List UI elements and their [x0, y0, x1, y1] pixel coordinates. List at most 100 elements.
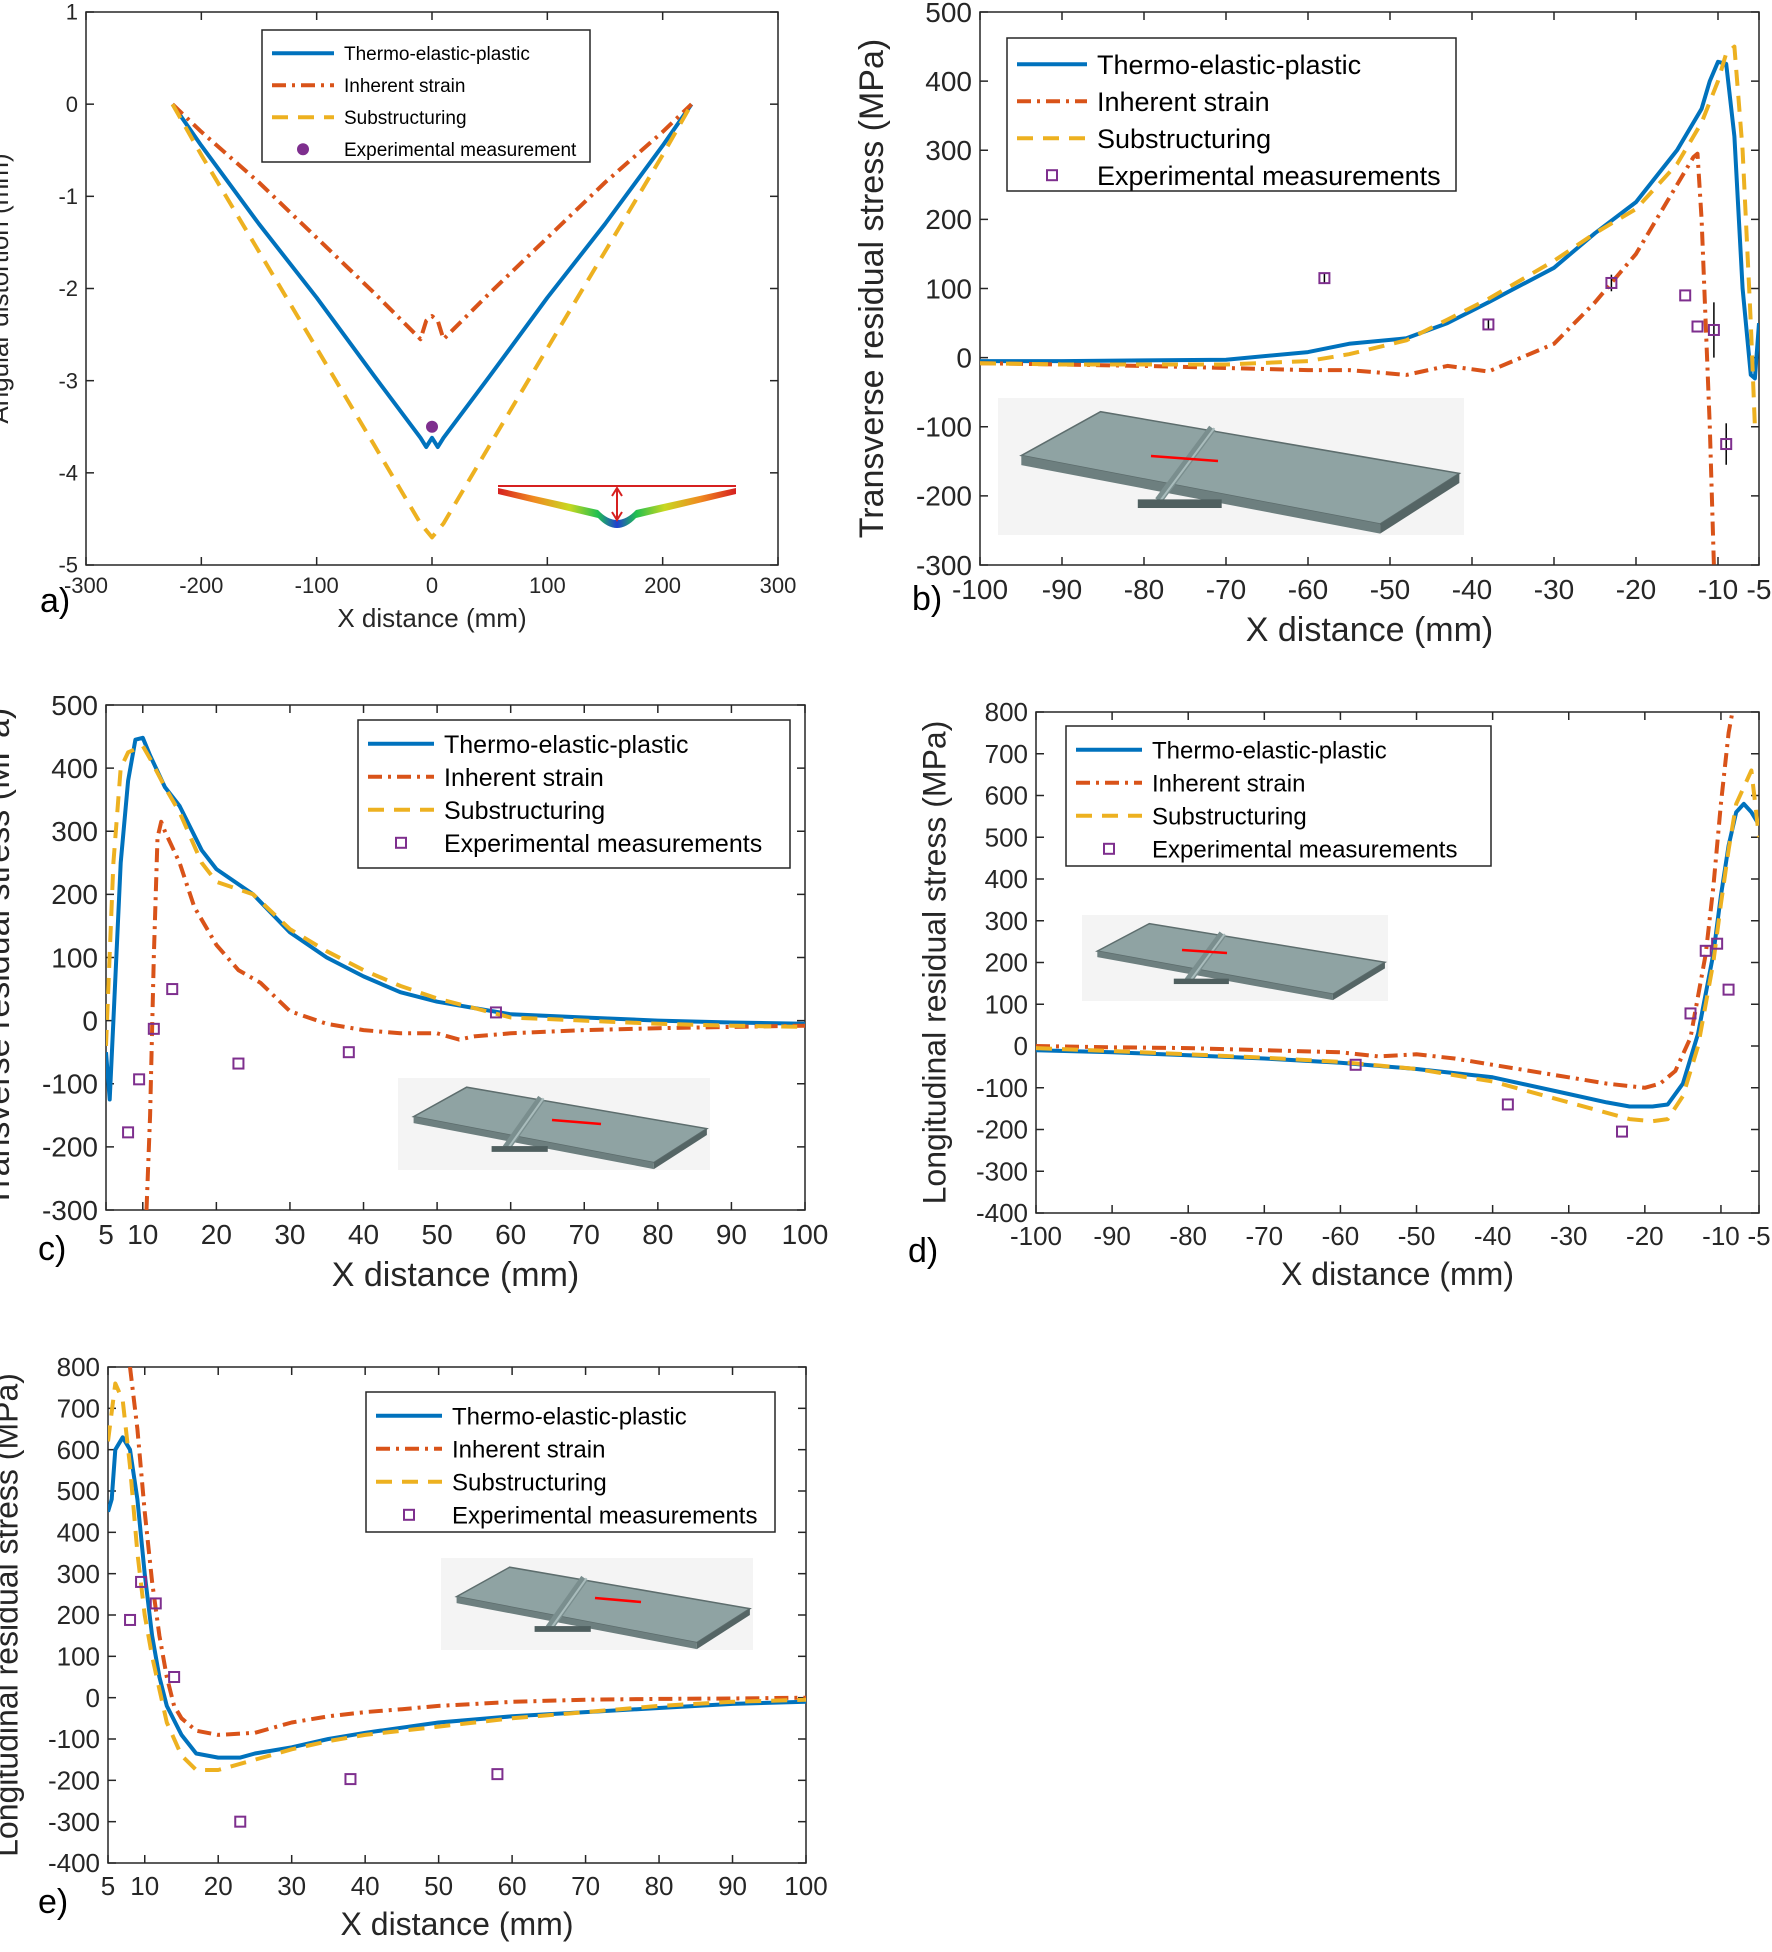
experimental-point	[1679, 289, 1692, 302]
panel-letter: e)	[38, 1883, 68, 1921]
backing-strip	[491, 1146, 548, 1152]
legend: Thermo-elastic-plastic Inherent strain Sub…	[1006, 37, 1457, 192]
y-tick-label: 300	[985, 906, 1028, 936]
x-tick-label: -30	[1550, 1221, 1588, 1251]
experimental-point	[1501, 1098, 1514, 1111]
plate-front-edge	[413, 1116, 654, 1170]
x-tick-label: -5	[1747, 1221, 1770, 1251]
x-tick-label: 100	[784, 1871, 827, 1901]
weld-bead	[1155, 425, 1216, 504]
backing-strip	[1137, 499, 1222, 509]
experimental-point	[1720, 438, 1733, 451]
legend-label: Substructuring	[444, 797, 605, 825]
y-tick-label: 300	[925, 135, 972, 166]
measurement-line	[594, 1596, 642, 1604]
y-tick-label: 600	[57, 1435, 100, 1465]
legend: Thermo-elastic-plastic Inherent strain Sub…	[365, 1391, 776, 1533]
y-tick-label: -4	[58, 461, 78, 486]
x-tick-label: 200	[644, 573, 681, 598]
x-tick-label: -5	[1747, 574, 1772, 605]
y-tick-label: 100	[925, 273, 972, 304]
experimental-point	[491, 1768, 504, 1781]
y-tick-label: 1	[66, 0, 78, 25]
plot-area	[106, 735, 805, 1210]
legend: Thermo-elastic-plastic Inherent strain Sub…	[261, 29, 591, 163]
x-axis-label: X distance (mm)	[341, 1906, 574, 1942]
y-tick-label: 800	[57, 1352, 100, 1382]
x-tick-label: -90	[1042, 574, 1082, 605]
x-tick-label: -20	[1626, 1221, 1664, 1251]
measurement-line	[551, 1118, 602, 1126]
weld-bead-highlight	[1159, 427, 1216, 502]
y-tick-label: 100	[57, 1641, 100, 1671]
x-tick-label: -70	[1206, 574, 1246, 605]
plate-side-edge	[1380, 473, 1460, 534]
experimental-point	[344, 1773, 357, 1786]
y-tick-label: 400	[985, 864, 1028, 894]
weld-bead-highlight	[1189, 933, 1226, 982]
arrow-head-down	[611, 511, 623, 522]
x-tick-label: -40	[1452, 574, 1492, 605]
x-tick-label: 300	[760, 573, 797, 598]
chart-panel-e: 5 10 20 30 40 50 60 70 80 90 100 -400 -300 -200 -100 0 1…	[0, 1352, 828, 1942]
y-tick-label: -300	[916, 550, 972, 581]
series-line-substructuring	[108, 1381, 806, 1772]
series-line-substructuring	[980, 44, 1757, 427]
x-tick-label: 10	[130, 1871, 159, 1901]
x-tick-label: -80	[1124, 574, 1164, 605]
x-tick-label: 30	[274, 1219, 305, 1250]
x-tick-label: -60	[1288, 574, 1328, 605]
y-tick-label: 500	[51, 690, 98, 721]
legend-label: Thermo-elastic-plastic	[344, 44, 530, 65]
x-tick-label: 70	[571, 1871, 600, 1901]
x-tick-label: -40	[1474, 1221, 1512, 1251]
x-axis-label: X distance (mm)	[1281, 1256, 1514, 1292]
y-tick-label: -200	[48, 1765, 100, 1795]
experimental-point	[149, 1597, 162, 1610]
y-tick-label: -100	[916, 412, 972, 443]
y-tick-label: 400	[925, 66, 972, 97]
legend-label: Substructuring	[1152, 803, 1307, 830]
weld-bead	[545, 1575, 588, 1631]
x-axis-label: X distance (mm)	[1246, 611, 1494, 649]
experimental-point	[1722, 983, 1735, 996]
legend-label: Inherent strain	[444, 764, 604, 792]
x-tick-label: 10	[127, 1219, 158, 1250]
x-tick-label: 100	[529, 573, 566, 598]
y-tick-label: -100	[42, 1069, 98, 1100]
y-tick-label: -200	[42, 1132, 98, 1163]
experimental-point	[122, 1126, 135, 1139]
y-axis-label: Longitudinal residual stress (MPa)	[916, 721, 952, 1205]
legend-label: Inherent strain	[344, 76, 465, 97]
experimental-point	[234, 1815, 247, 1828]
legend-label: Experimental measurements	[1152, 836, 1457, 863]
legend-label: Thermo-elastic-plastic	[1097, 50, 1361, 80]
y-tick-label: 400	[51, 753, 98, 784]
panel-letter: b)	[912, 580, 942, 618]
x-tick-label: -50	[1398, 1221, 1436, 1251]
chart-panel-a: -300 -200 -100 0 100 200 300 -5 -4 -3 -2 -1 0 1 X dist…	[0, 0, 796, 633]
x-tick-label: -90	[1093, 1221, 1131, 1251]
panel-letter: a)	[40, 582, 70, 620]
y-tick-label: -200	[916, 481, 972, 512]
x-tick-label: -100	[295, 573, 339, 598]
y-tick-label: -1	[58, 184, 78, 209]
plate-front-edge	[1097, 951, 1333, 1001]
legend-label: Inherent strain	[452, 1436, 605, 1463]
x-tick-label: -80	[1169, 1221, 1207, 1251]
y-axis-label: Longitudinal residual stress (MPa)	[0, 1373, 24, 1857]
y-tick-label: 100	[51, 942, 98, 973]
legend-label: Thermo-elastic-plastic	[444, 731, 689, 759]
y-tick-label: 400	[57, 1517, 100, 1547]
legend-label: Substructuring	[1097, 124, 1271, 154]
plot-area	[170, 102, 694, 540]
series-line-substructuring	[1036, 768, 1759, 1124]
x-tick-label: 40	[348, 1219, 379, 1250]
experimental-point	[1707, 323, 1720, 336]
plate-side-edge	[653, 1128, 707, 1170]
plot-area	[980, 44, 1759, 565]
series-line-inherent	[1036, 712, 1735, 1090]
y-tick-label: 200	[51, 879, 98, 910]
plate-front-edge	[456, 1596, 697, 1650]
experimental-point	[1318, 272, 1331, 285]
